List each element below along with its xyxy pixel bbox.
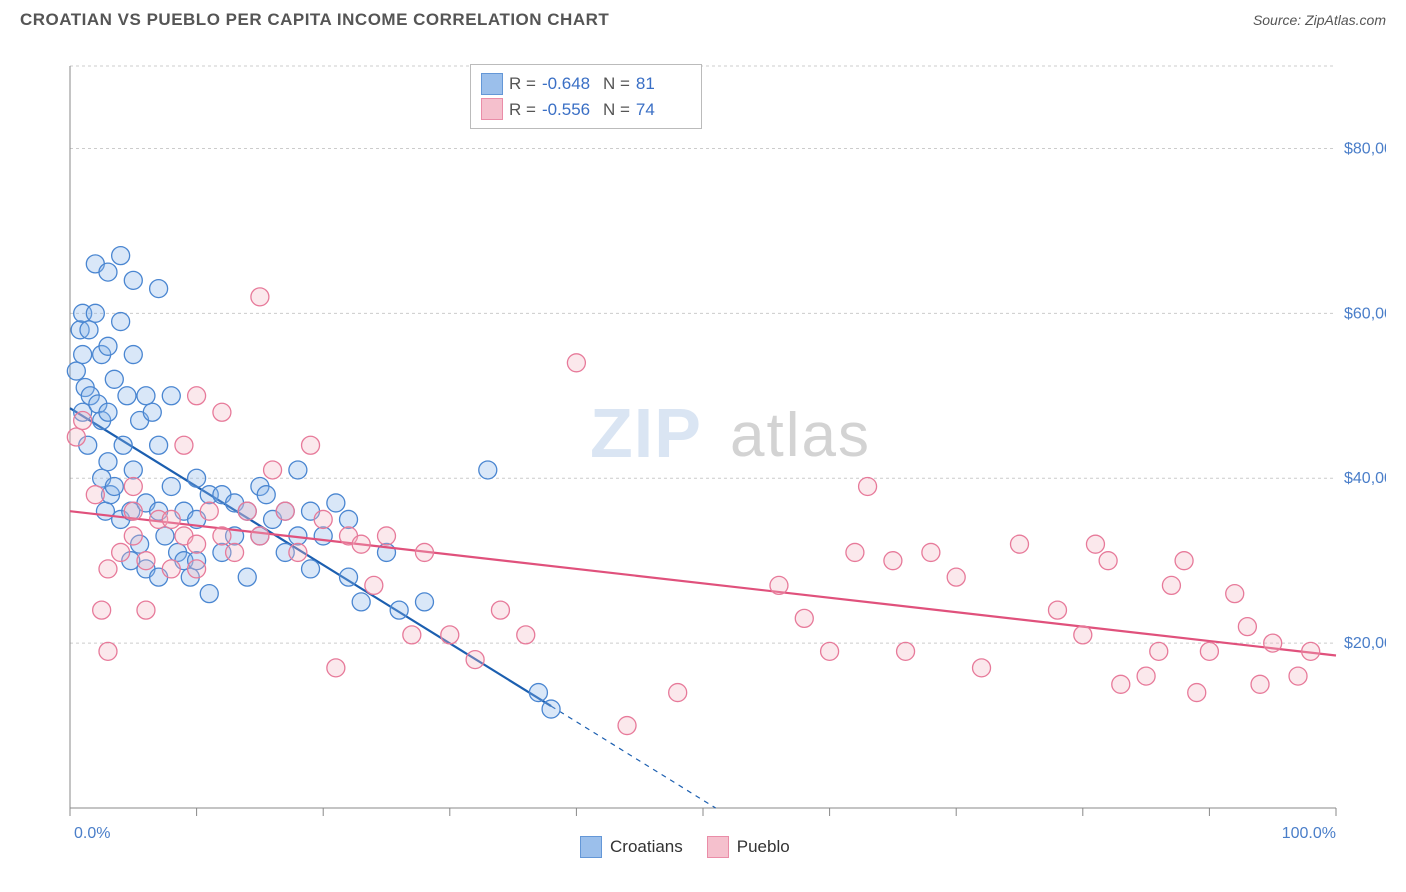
stats-row-croatians: R = -0.648 N = 81 [481,71,691,97]
swatch-croatians [481,73,503,95]
r-label: R = [509,71,536,97]
chart-header: CROATIAN VS PUEBLO PER CAPITA INCOME COR… [0,0,1406,36]
svg-text:100.0%: 100.0% [1282,825,1336,842]
svg-text:$40,000: $40,000 [1344,470,1386,487]
chart-title: CROATIAN VS PUEBLO PER CAPITA INCOME COR… [20,10,609,30]
svg-text:$80,000: $80,000 [1344,140,1386,157]
chart-svg: $20,000$40,000$60,000$80,0000.0%100.0%Pe… [50,48,1386,888]
swatch-pueblo [481,98,503,120]
chart-source: Source: ZipAtlas.com [1253,12,1386,28]
r-value-croatians: -0.648 [542,71,597,97]
legend-item-croatians: Croatians [580,836,683,858]
legend-label-croatians: Croatians [610,837,683,857]
stats-row-pueblo: R = -0.556 N = 74 [481,97,691,123]
n-label: N = [603,71,630,97]
svg-text:$20,000: $20,000 [1344,635,1386,652]
svg-text:0.0%: 0.0% [74,825,110,842]
swatch-pueblo-bottom [707,836,729,858]
legend-label-pueblo: Pueblo [737,837,790,857]
svg-text:$60,000: $60,000 [1344,305,1386,322]
plot-area: $20,000$40,000$60,000$80,0000.0%100.0%Pe… [50,48,1386,828]
n-label: N = [603,97,630,123]
legend-item-pueblo: Pueblo [707,836,790,858]
series-legend: Croatians Pueblo [580,836,790,858]
stats-legend: R = -0.648 N = 81 R = -0.556 N = 74 [470,64,702,129]
r-label: R = [509,97,536,123]
swatch-croatians-bottom [580,836,602,858]
r-value-pueblo: -0.556 [542,97,597,123]
n-value-croatians: 81 [636,71,691,97]
n-value-pueblo: 74 [636,97,691,123]
